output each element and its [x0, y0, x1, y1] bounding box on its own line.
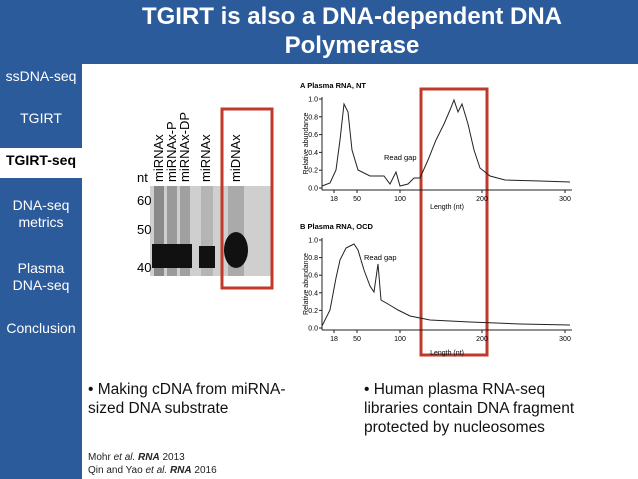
- annotation: Read gap: [364, 253, 397, 262]
- y-tick-label: 0.6: [308, 132, 318, 139]
- nav-item[interactable]: Conclusion: [6, 320, 76, 336]
- bullet-text: Making cDNA from miRNA-sized DNA substra…: [88, 381, 286, 417]
- x-tick-label: 50: [353, 336, 361, 343]
- y-tick-label: 0.0: [308, 186, 318, 193]
- panel-title: B Plasma RNA, OCD: [300, 222, 374, 231]
- gel-band: [152, 244, 192, 268]
- cite-etal: et al.: [145, 465, 168, 476]
- lane-label: miDNAx: [228, 134, 243, 182]
- x-tick-label: 50: [353, 196, 361, 203]
- nav-item[interactable]: TGIRT: [20, 110, 62, 126]
- cite-authors: Qin and Yao: [88, 465, 143, 476]
- cite-journal: RNA: [138, 452, 160, 463]
- y-tick-label: 0.8: [308, 255, 318, 262]
- size-marker: 60: [137, 193, 151, 208]
- nav-item[interactable]: DNA-seq metrics: [12, 197, 70, 230]
- cite-journal: RNA: [169, 465, 192, 476]
- x-tick-label: 200: [476, 336, 488, 343]
- y-tick-label: 0.6: [308, 273, 318, 280]
- profile-curve: [321, 98, 571, 187]
- x-axis-label: Length (nt): [430, 350, 464, 357]
- annotation: Read gap: [384, 153, 417, 162]
- bullet-text: Human plasma RNA-seq libraries contain D…: [364, 381, 575, 436]
- y-tick-label: 0.0: [308, 326, 318, 333]
- x-tick-label: 200: [476, 196, 488, 203]
- cite-year: 2013: [162, 452, 185, 463]
- highlight-box: [419, 87, 489, 357]
- sidebar: ssDNA-seq TGIRT TGIRT-seq DNA-seq metrics Pl…: [0, 64, 82, 479]
- y-axis-label: Relative abundance: [303, 253, 310, 315]
- size-label: nt: [137, 170, 148, 185]
- slide-title: TGIRT is also a DNA-dependent DNA Polyme…: [141, 3, 563, 59]
- x-tick-label: 100: [394, 196, 406, 203]
- y-tick-label: 1.0: [308, 97, 318, 104]
- y-tick-label: 0.4: [308, 290, 318, 297]
- x-axis-label: Length (nt): [430, 204, 464, 211]
- gel-band: [199, 246, 215, 268]
- x-tick-label: 100: [394, 336, 406, 343]
- y-tick-label: 0.8: [308, 114, 318, 121]
- y-tick-label: 1.0: [308, 238, 318, 245]
- x-tick-label: 300: [559, 336, 571, 343]
- x-tick-label: 18: [330, 196, 338, 203]
- lane-label: miRNAx: [151, 134, 166, 182]
- y-tick-label: 0.2: [308, 308, 318, 315]
- cite-year: 2016: [194, 465, 217, 476]
- panel-title: A Plasma RNA, NT: [300, 81, 366, 90]
- lane-label: miRNAx-P: [164, 121, 179, 182]
- profile-curve: [321, 243, 571, 327]
- nav-item[interactable]: TGIRT-seq: [0, 148, 82, 178]
- lane-label: miRNAx: [198, 134, 213, 182]
- citation: Qin and Yao et al. RNA 2016: [88, 465, 217, 476]
- nav-item[interactable]: Plasma DNA-seq: [12, 260, 70, 293]
- citation: Mohr et al. RNA 2013: [88, 452, 185, 463]
- cite-etal: et al.: [113, 452, 136, 463]
- gel-lane: [154, 186, 164, 276]
- highlight-box: [220, 107, 274, 290]
- x-tick-label: 300: [559, 196, 571, 203]
- y-axis-label: Relative abundance: [303, 112, 310, 174]
- cite-authors: Mohr: [88, 452, 111, 463]
- lane-label: miRNAx-DP: [177, 112, 192, 182]
- gel-lane: [167, 186, 177, 276]
- nav-item[interactable]: ssDNA-seq: [5, 68, 77, 84]
- bullet: • Human plasma RNA-seq libraries contain…: [364, 381, 575, 436]
- size-marker: 50: [137, 222, 151, 237]
- bullet: • Making cDNA from miRNA-sized DNA subst…: [88, 381, 286, 417]
- gel-lane: [180, 186, 190, 276]
- title-bar: [0, 0, 638, 64]
- x-tick-label: 18: [330, 336, 338, 343]
- y-tick-label: 0.4: [308, 150, 318, 157]
- y-tick-label: 0.2: [308, 168, 318, 175]
- size-marker: 40: [137, 260, 151, 275]
- gel-band: [224, 232, 248, 268]
